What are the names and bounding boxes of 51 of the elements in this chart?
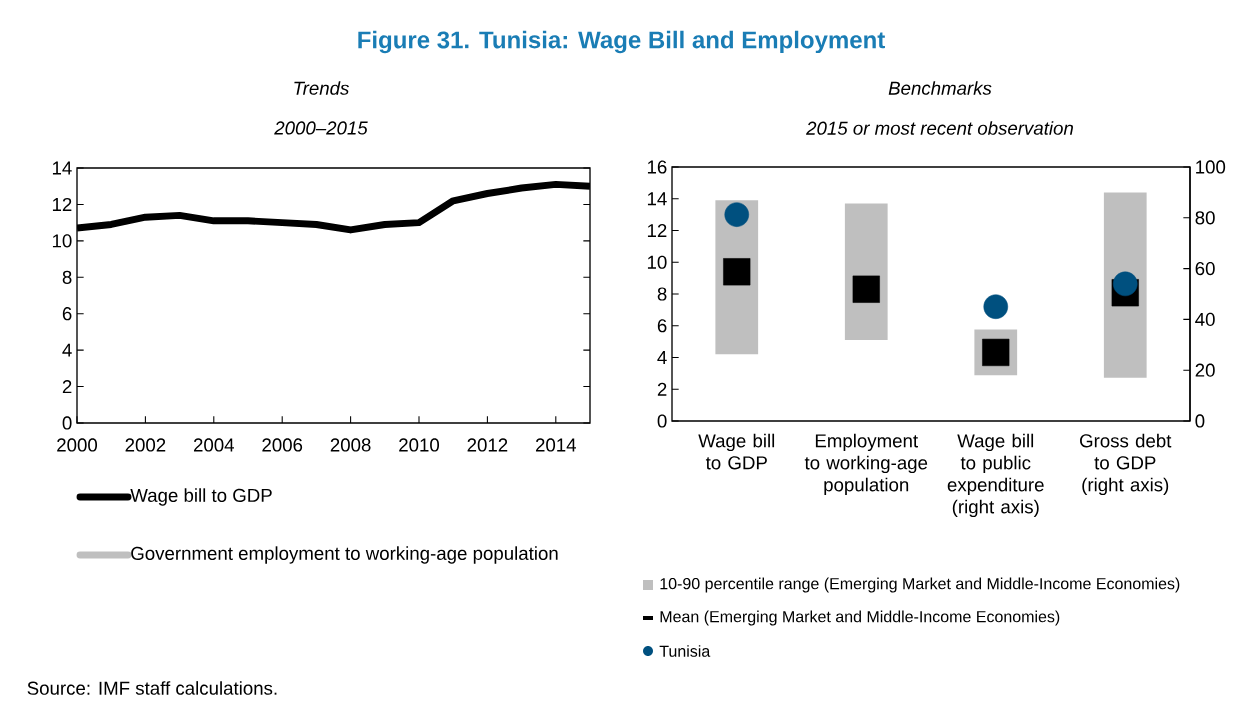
y-tick-label: 4 [657,351,667,364]
chart-subtitle: 2000–2015 [274,121,368,135]
y2-tick-label: 20 [1195,363,1215,377]
chart-title: Benchmarks [888,81,992,95]
y-tick-label: 2 [62,380,72,394]
x-tick-label: Employment to working-age population [804,433,928,496]
chart-title: Trends [294,81,349,95]
legend-label: 10-90 percentile range (Emerging Market and Middle-Income Economies) [660,577,1180,593]
x-tick-label: Wage bill to public expenditure (right axis) [947,433,1044,518]
x-tick-label: 2006 [262,438,303,452]
y-tick-label: 14 [647,192,667,206]
point [723,258,751,286]
caption: Figure 31. Tunisia: Wage Bill and Employment [358,30,885,54]
y-tick-label: 6 [657,319,667,333]
y-tick-label: 10 [647,255,667,269]
y-tick-label: 0 [62,416,72,430]
x-tick-label: 2010 [399,438,440,452]
y-tick-label: 6 [62,307,72,321]
y-tick-label: 16 [647,160,667,174]
point [1112,271,1138,297]
y2-tick-label: 80 [1195,211,1215,225]
y2-tick-label: 0 [1195,414,1205,428]
point [983,294,1009,319]
legend-label: Mean (Emerging Market and Middle-Income Economies) [660,610,1060,626]
y-tick-label: 2 [657,382,667,396]
x-tick-label: 2008 [330,438,371,452]
x-tick-label: 2012 [467,438,508,452]
x-tick-label: Wage bill to GDP [698,433,775,470]
y2-tick-label: 60 [1195,261,1215,276]
x-tick-label: 2002 [125,438,166,452]
source-note: Source: IMF staff calculations. [27,681,277,695]
y-tick-label: 12 [52,197,72,211]
y-tick-label: 8 [62,270,72,284]
point [852,275,880,303]
point [982,338,1010,367]
chart-subtitle: 2015 or most recent observation [806,121,1073,135]
legend-label: Tunisia [659,645,711,657]
legend-label: Government employment to working-age population [131,546,558,564]
y-tick-label: 0 [657,414,667,428]
y-tick-label: 4 [62,343,72,357]
y2-tick-label: 100 [1196,160,1226,174]
y-tick-label: 12 [647,223,667,238]
y2-tick-label: 40 [1195,312,1215,327]
x-tick-label: 2004 [193,438,234,452]
y-tick-label: 14 [52,161,72,175]
y-tick-label: 8 [657,287,667,301]
y-tick-label: 10 [52,234,72,248]
x-tick-label: Gross debt to GDP (right axis) [1080,433,1172,496]
x-tick-label: 2014 [535,438,576,452]
x-tick-label: 2000 [57,438,98,452]
point [724,202,750,227]
